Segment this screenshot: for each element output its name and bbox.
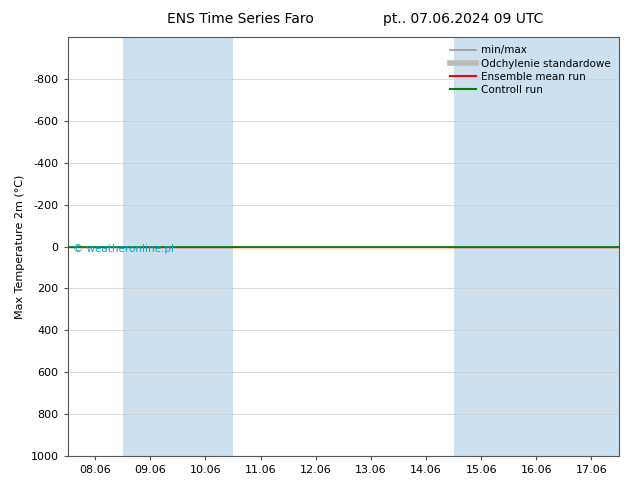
Bar (178, 37, 233, 456)
Text: ENS Time Series Faro: ENS Time Series Faro (167, 12, 314, 26)
Y-axis label: Max Temperature 2m (°C): Max Temperature 2m (°C) (15, 174, 25, 318)
Bar (564, 37, 619, 456)
Bar (453, 37, 508, 456)
Text: pt.. 07.06.2024 09 UTC: pt.. 07.06.2024 09 UTC (383, 12, 543, 26)
Text: © weatheronline.pl: © weatheronline.pl (73, 244, 174, 254)
Legend: min/max, Odchylenie standardowe, Ensemble mean run, Controll run: min/max, Odchylenie standardowe, Ensembl… (446, 42, 614, 98)
Bar (508, 37, 564, 456)
Bar (123, 37, 178, 456)
